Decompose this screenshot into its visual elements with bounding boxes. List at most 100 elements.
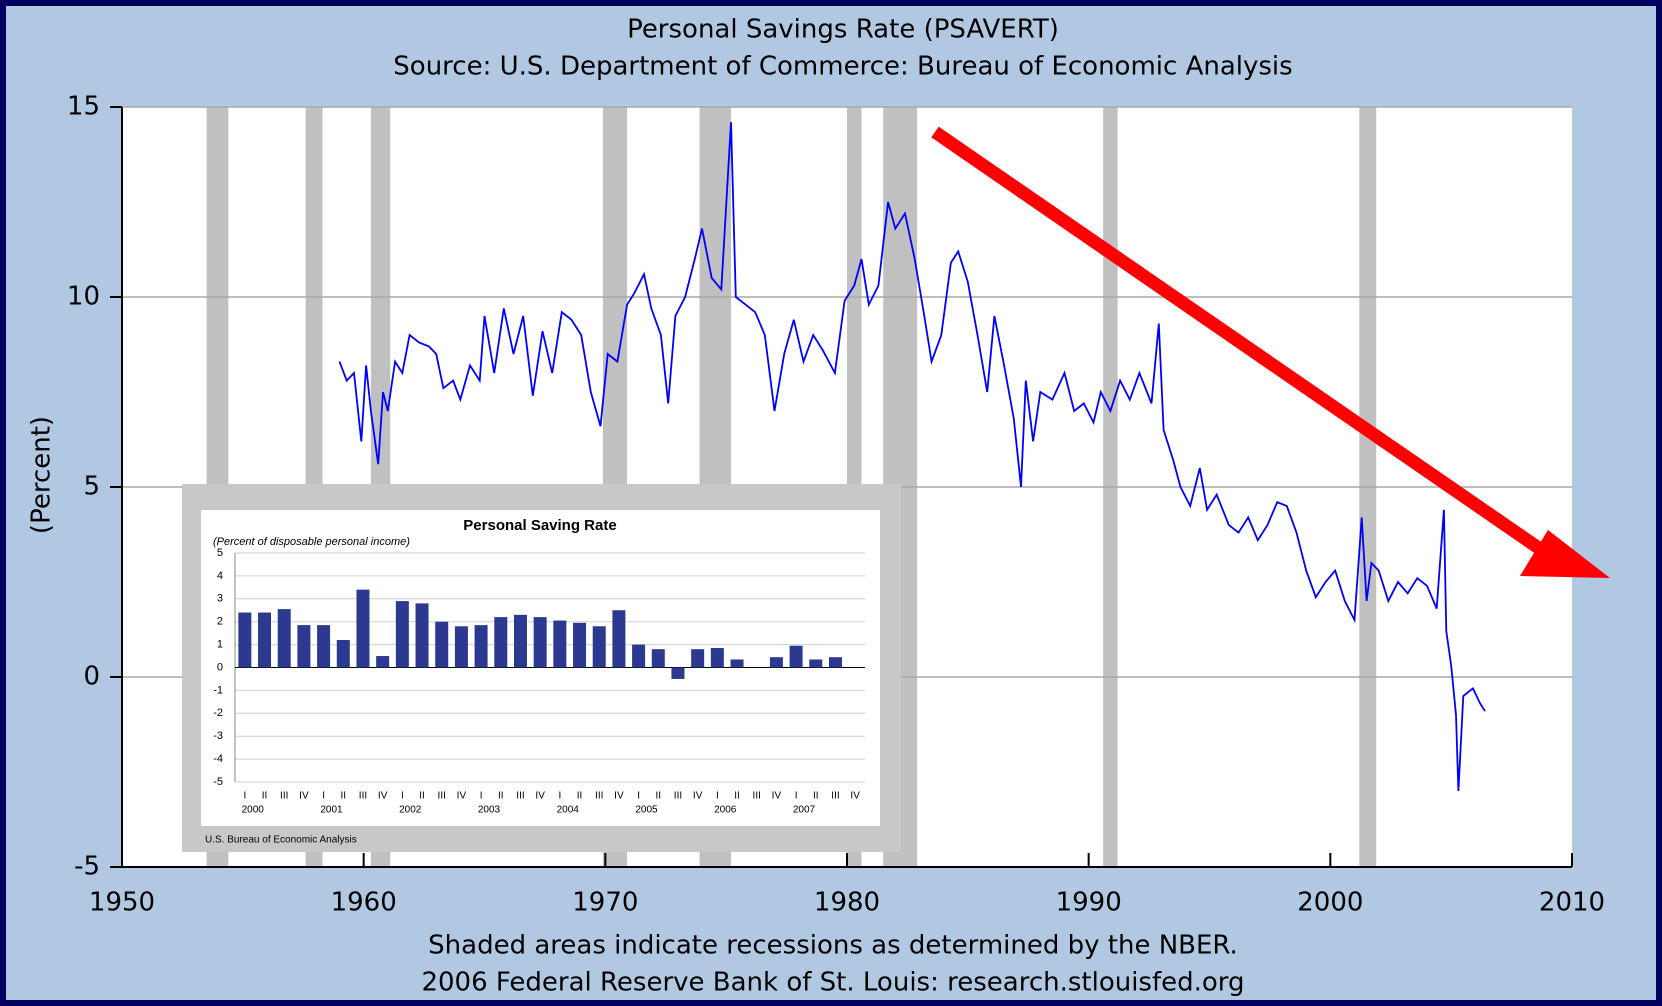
- x-tick-label: 1990: [1056, 888, 1122, 918]
- y-tick-label: 15: [67, 92, 100, 122]
- inset-source: U.S. Bureau of Economic Analysis: [205, 835, 357, 846]
- inset-bar: [789, 645, 803, 668]
- inset-x-tick-label: IV: [457, 791, 467, 802]
- inset-bar: [297, 625, 311, 668]
- inset-bar: [336, 640, 350, 668]
- inset-x-tick-label: IV: [614, 791, 624, 802]
- arrow-head: [1520, 530, 1610, 578]
- chart-subtitle: Source: U.S. Department of Commerce: Bur…: [393, 52, 1292, 82]
- inset-y-tick-label: -1: [213, 684, 223, 696]
- inset-x-tick-label: II: [734, 791, 740, 802]
- y-tick-label: 5: [83, 472, 100, 502]
- inset-x-tick-label: I: [243, 791, 246, 802]
- inset-x-tick-label: I: [637, 791, 640, 802]
- inset-year-label: 2005: [635, 805, 658, 816]
- inset-x-tick-label: IV: [693, 791, 703, 802]
- inset-bar: [651, 649, 665, 668]
- inset-year-label: 2002: [399, 805, 422, 816]
- inset-bar: [317, 625, 331, 668]
- inset-x-tick-label: II: [813, 791, 819, 802]
- y-tick-label: 0: [83, 662, 100, 692]
- inset-bar: [592, 626, 606, 668]
- inset-bar: [513, 614, 527, 668]
- inset-x-tick-label: II: [577, 791, 583, 802]
- inset-y-tick-label: 1: [217, 639, 223, 651]
- inset-bar: [415, 603, 429, 668]
- inset-bar: [691, 649, 705, 668]
- inset-x-tick-label: I: [401, 791, 404, 802]
- annotation-arrow: [931, 126, 1610, 578]
- inset-year-label: 2001: [320, 805, 343, 816]
- inset-bar: [671, 667, 685, 679]
- inset-x-tick-label: III: [438, 791, 446, 802]
- inset-y-tick-label: -5: [213, 776, 223, 788]
- inset-x-tick-label: IV: [378, 791, 388, 802]
- inset-x-tick-label: IV: [299, 791, 309, 802]
- inset-bar: [809, 659, 823, 668]
- inset-y-tick-label: -2: [213, 707, 223, 719]
- inset-bar: [258, 612, 272, 668]
- inset-bar: [632, 644, 646, 668]
- x-tick-label: 1960: [331, 888, 397, 918]
- footnote: Shaded areas indicate recessions as dete…: [428, 931, 1238, 961]
- inset-x-tick-label: III: [516, 791, 524, 802]
- inset-x-tick-label: III: [753, 791, 761, 802]
- inset-x-tick-label: II: [341, 791, 347, 802]
- chart-title: Personal Savings Rate (PSAVERT): [627, 15, 1059, 45]
- inset-bar: [238, 612, 252, 668]
- inset-bar: [277, 609, 291, 668]
- inset-bar: [533, 617, 547, 668]
- footnote: 2006 Federal Reserve Bank of St. Louis: …: [421, 968, 1244, 998]
- inset-x-tick-label: III: [595, 791, 603, 802]
- inset-year-label: 2000: [242, 805, 265, 816]
- inset-x-tick-label: II: [498, 791, 504, 802]
- data-line: [338, 122, 1486, 792]
- inset-x-tick-label: I: [716, 791, 719, 802]
- arrow-shaft: [931, 126, 1560, 566]
- inset-x-tick-label: II: [419, 791, 425, 802]
- inset-bar: [573, 622, 587, 668]
- x-tick-label: 1980: [814, 888, 880, 918]
- inset-y-tick-label: -4: [213, 753, 223, 765]
- inset-bar: [356, 589, 370, 668]
- inset-y-tick-label: 2: [217, 616, 223, 628]
- inset-bar: [435, 621, 449, 668]
- inset-bar: [612, 610, 626, 668]
- inset-bar: [474, 625, 488, 668]
- inset-y-tick-label: 4: [217, 570, 223, 582]
- x-tick-label: 1950: [89, 888, 155, 918]
- inset-x-tick-label: III: [674, 791, 682, 802]
- y-tick-label: 10: [67, 282, 100, 312]
- inset-bar: [376, 656, 390, 668]
- inset-bar: [395, 601, 409, 668]
- inset-x-tick-label: I: [558, 791, 561, 802]
- inset-bar: [494, 617, 508, 668]
- inset-x-tick-label: II: [262, 791, 268, 802]
- x-tick-label: 2000: [1297, 888, 1363, 918]
- inset-x-tick-label: IV: [850, 791, 860, 802]
- inset-x-tick-label: IV: [772, 791, 782, 802]
- inset-x-tick-label: I: [480, 791, 483, 802]
- inset-year-label: 2007: [793, 805, 816, 816]
- inset-subtitle: (Percent of disposable personal income): [213, 536, 410, 548]
- y-axis-label: (Percent): [27, 416, 57, 534]
- inset-bar: [828, 657, 842, 668]
- inset-y-tick-label: 5: [217, 547, 223, 559]
- inset-bar: [769, 657, 783, 668]
- inset-y-tick-label: 0: [217, 661, 223, 673]
- inset-x-tick-label: III: [280, 791, 288, 802]
- inset-year-label: 2006: [714, 805, 737, 816]
- x-tick-label: 1970: [572, 888, 638, 918]
- inset-x-tick-label: I: [322, 791, 325, 802]
- inset-x-tick-label: I: [795, 791, 798, 802]
- x-tick-label: 2010: [1539, 888, 1605, 918]
- inset-y-tick-label: -3: [213, 730, 223, 742]
- inset-title: Personal Saving Rate: [463, 517, 616, 534]
- inset-bar: [730, 659, 744, 668]
- inset-bar: [710, 648, 724, 668]
- inset-year-label: 2004: [557, 805, 580, 816]
- y-tick-label: -5: [74, 852, 100, 882]
- inset-x-tick-label: IV: [535, 791, 545, 802]
- inset-y-tick-label: 3: [217, 593, 223, 605]
